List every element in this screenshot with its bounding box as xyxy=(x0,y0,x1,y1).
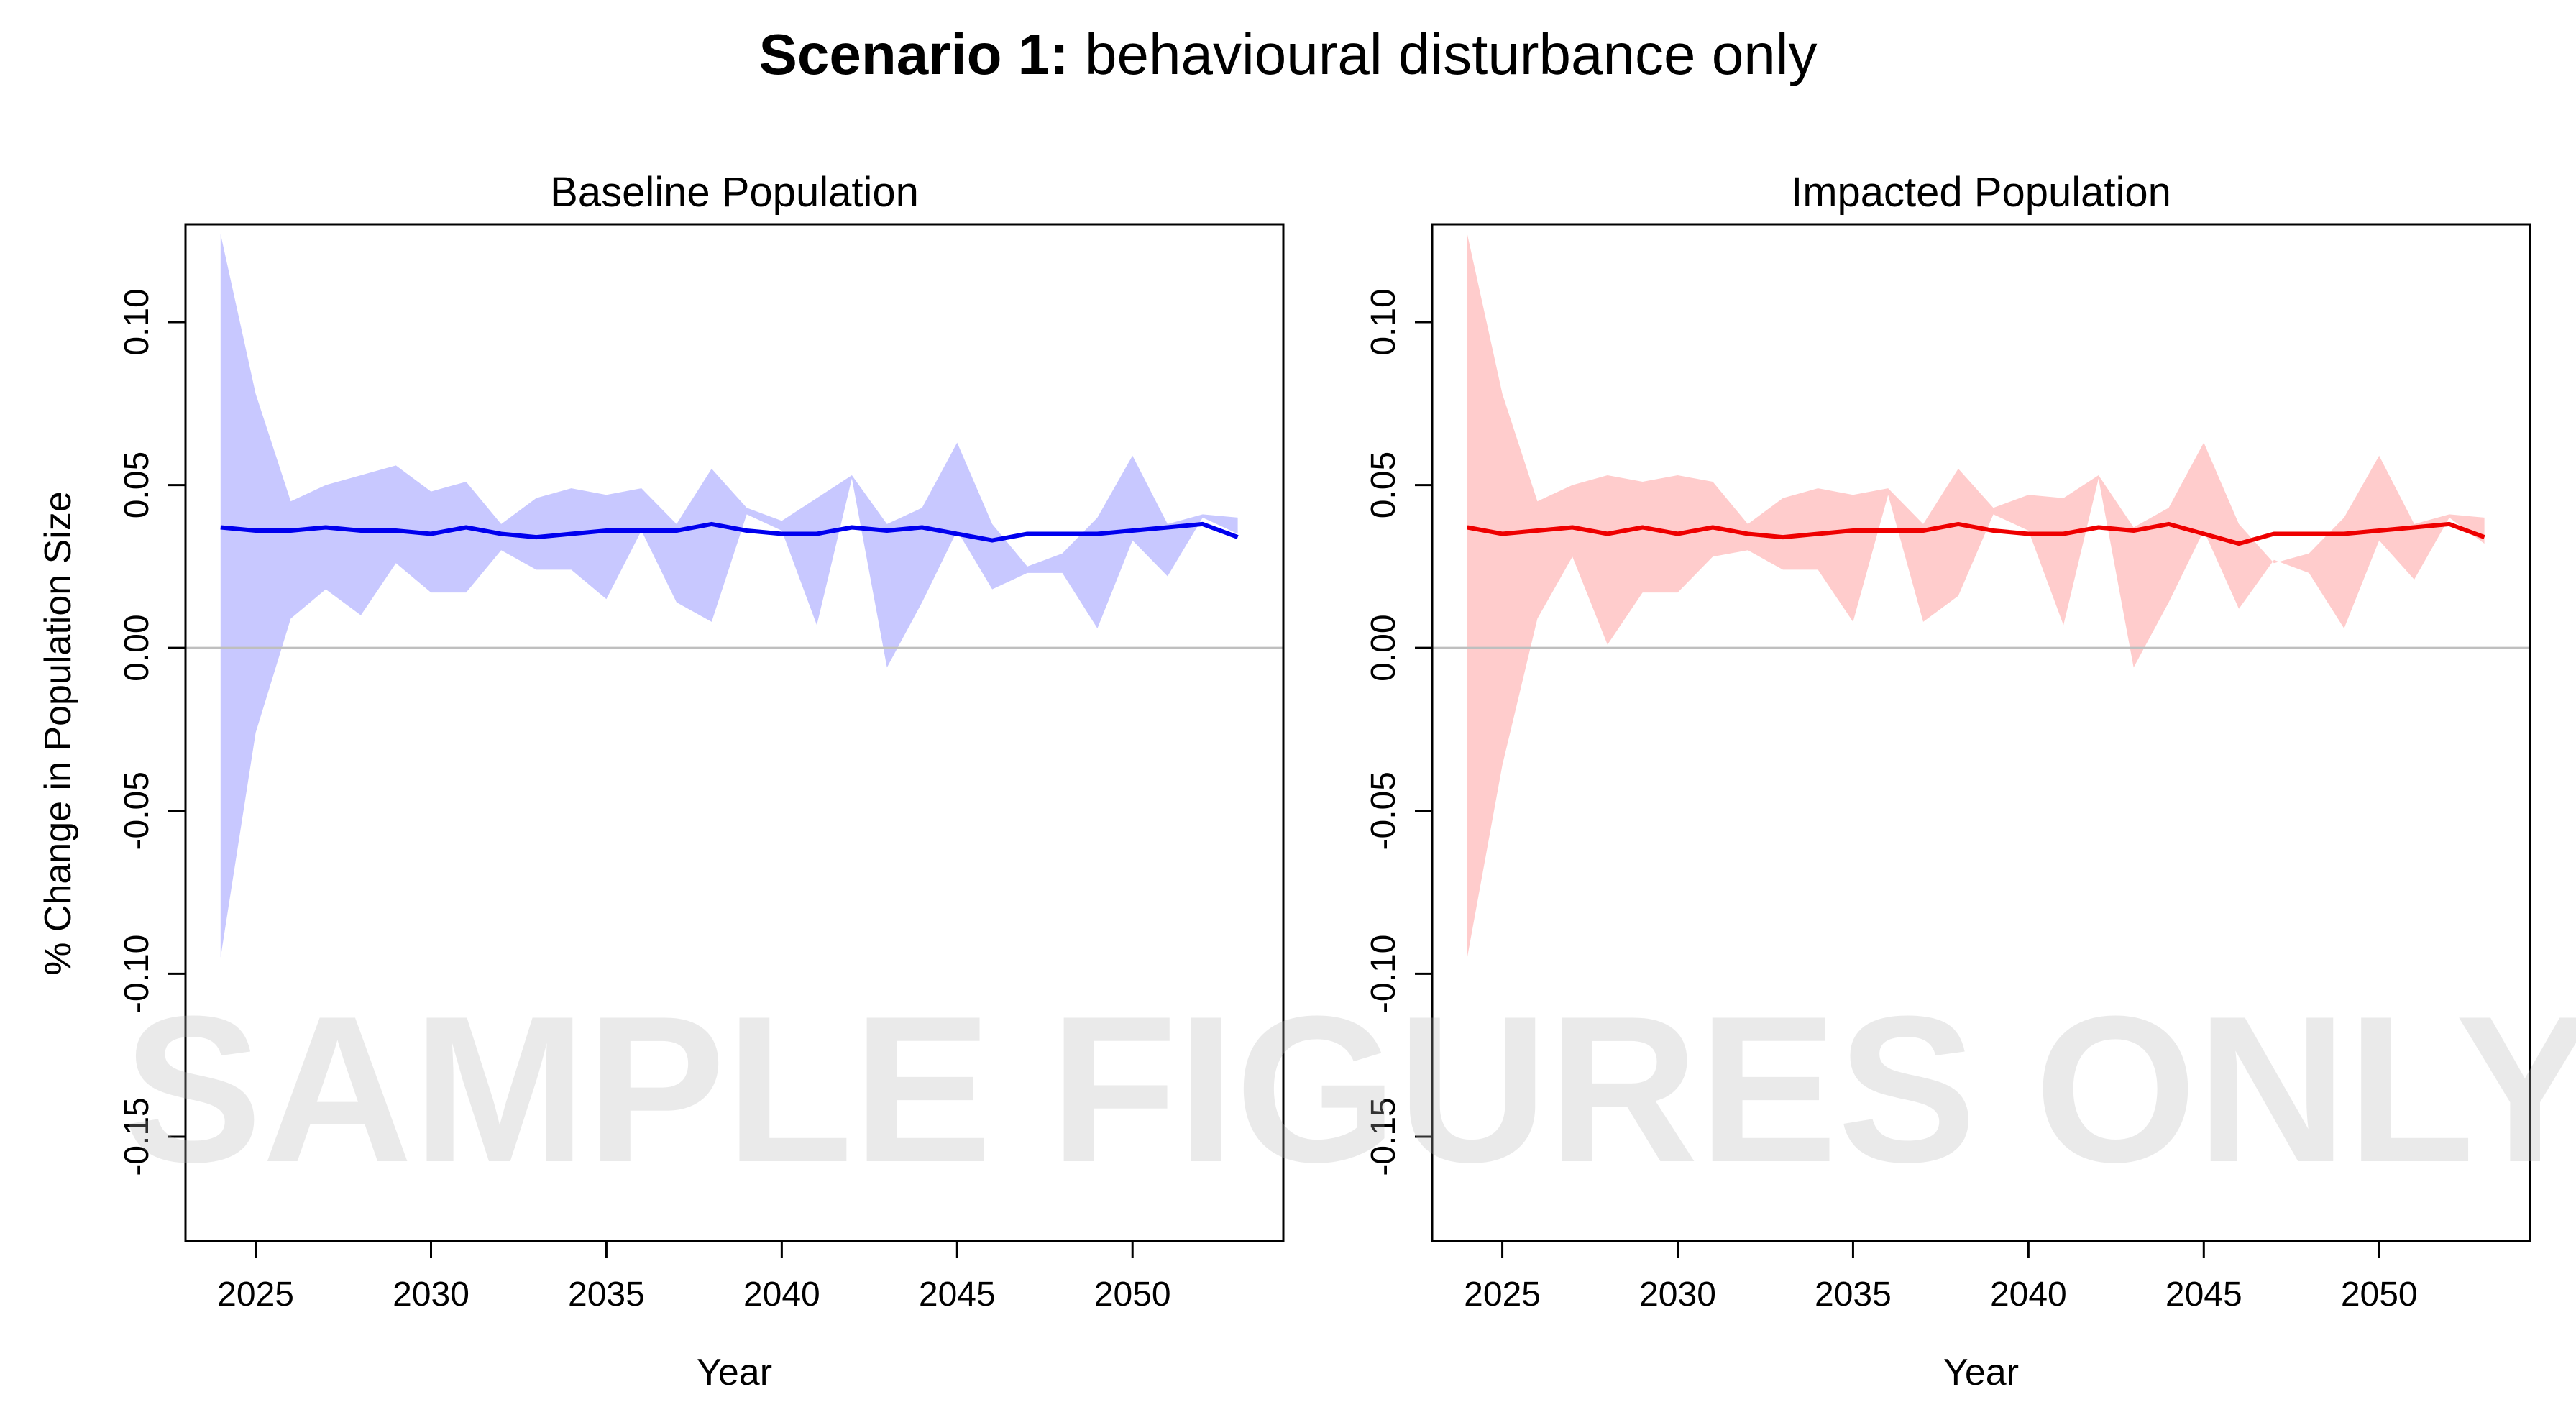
x-tick-label: 2045 xyxy=(2165,1275,2242,1314)
mean-line xyxy=(220,521,1239,543)
baseline-population-panel: Baseline Population 2025 2030 2035 2040 2045 2… xyxy=(118,169,1285,1393)
x-tick-label: 2035 xyxy=(568,1275,645,1314)
y-tick-label: 0.10 xyxy=(118,288,156,355)
y-tick-label: -0.15 xyxy=(1365,1097,1403,1176)
impacted-population-panel: Impacted Population 2025 2030 2035 2040 2045 2… xyxy=(1365,169,2531,1393)
uncertainty-band xyxy=(220,234,1238,958)
y-tick-label: 0.10 xyxy=(1365,288,1403,355)
y-tick-label: 0.05 xyxy=(1365,452,1403,518)
figure-title-rest: behavioural disturbance only xyxy=(1068,22,1818,86)
figure-title: Scenario 1: behavioural disturbance only xyxy=(0,22,2576,88)
panel-title: Impacted Population xyxy=(1791,169,2171,216)
y-axis-label: % Change in Population Size xyxy=(37,491,79,976)
x-tick-label: 2040 xyxy=(743,1275,820,1314)
y-tick-label: 0.00 xyxy=(1365,614,1403,681)
x-tick-label: 2045 xyxy=(919,1275,996,1314)
uncertainty-band xyxy=(1467,234,2485,958)
watermark: SAMPLE FIGURES ONLY xyxy=(123,973,2576,1206)
y-tick-label: -0.10 xyxy=(1365,935,1403,1013)
y-tick-label: -0.05 xyxy=(118,771,156,850)
x-tick-label: 2050 xyxy=(1094,1275,1171,1314)
x-axis-label: Year xyxy=(1943,1352,2019,1393)
x-tick-label: 2030 xyxy=(393,1275,469,1314)
x-tick-label: 2035 xyxy=(1815,1275,1892,1314)
x-tick-label: 2025 xyxy=(217,1275,294,1314)
x-tick-label: 2050 xyxy=(2341,1275,2418,1314)
x-axis-label: Year xyxy=(697,1352,772,1393)
x-tick-label: 2040 xyxy=(1990,1275,2067,1314)
panel-title: Baseline Population xyxy=(550,169,919,216)
y-tick-label: 0.05 xyxy=(118,452,156,518)
x-tick-label: 2030 xyxy=(1639,1275,1716,1314)
figure-title-bold: Scenario 1: xyxy=(758,22,1069,86)
y-tick-label: -0.10 xyxy=(118,935,156,1013)
y-tick-label: -0.05 xyxy=(1365,771,1403,850)
x-tick-label: 2025 xyxy=(1464,1275,1541,1314)
mean-line xyxy=(1467,521,2485,546)
y-tick-label: 0.00 xyxy=(118,614,156,681)
y-tick-label: -0.15 xyxy=(118,1097,156,1176)
